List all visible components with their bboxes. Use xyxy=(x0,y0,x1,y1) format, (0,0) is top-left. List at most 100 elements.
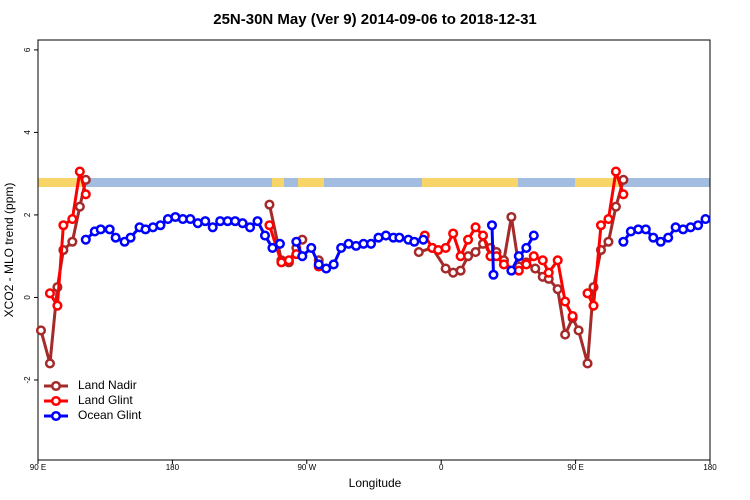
data-point xyxy=(80,189,91,200)
data-point xyxy=(595,220,607,231)
data-point xyxy=(560,296,571,307)
data-point xyxy=(506,265,517,276)
data-point xyxy=(567,310,578,322)
plot-frame xyxy=(37,39,711,461)
land-ocean-strip xyxy=(38,178,710,187)
data-point xyxy=(582,288,593,299)
data-point xyxy=(440,263,451,274)
data-point xyxy=(267,242,278,253)
chart-title: 25N-30N May (Ver 9) 2014-09-06 to 2018-1… xyxy=(213,11,537,28)
ocean-strip xyxy=(38,178,710,187)
data-point xyxy=(274,238,285,249)
data-point xyxy=(588,300,599,311)
land-strip xyxy=(38,178,86,187)
data-point xyxy=(67,236,78,247)
x-tick-label: 180 xyxy=(703,463,717,472)
x-tick-label: 90 E xyxy=(30,463,46,472)
legend-marker xyxy=(50,410,62,422)
data-point xyxy=(264,199,275,210)
data-point xyxy=(610,201,621,212)
data-point xyxy=(582,358,593,369)
data-point xyxy=(104,224,115,235)
data-point xyxy=(663,232,674,243)
data-point xyxy=(44,288,55,299)
data-point xyxy=(155,220,166,231)
data-point xyxy=(125,232,136,243)
data-point xyxy=(440,242,451,253)
y-tick-label: 0 xyxy=(23,295,32,300)
data-point xyxy=(477,230,489,241)
data-point xyxy=(455,265,466,276)
data-point xyxy=(530,263,541,274)
data-point xyxy=(365,238,377,249)
data-point xyxy=(259,230,271,241)
data-point xyxy=(640,224,651,235)
y-tick-label: 6 xyxy=(23,47,32,52)
data-point xyxy=(552,284,563,295)
data-point xyxy=(336,242,347,253)
data-point xyxy=(80,234,91,245)
legend-label: Land Nadir xyxy=(78,378,137,392)
data-point xyxy=(488,269,499,280)
data-point xyxy=(655,236,666,247)
data-point xyxy=(313,259,324,270)
data-point xyxy=(74,166,85,177)
data-point xyxy=(185,214,196,225)
data-point xyxy=(521,259,532,270)
data-point xyxy=(252,216,263,227)
y-tick-label: 4 xyxy=(23,130,32,135)
data-point xyxy=(291,236,302,247)
data-point xyxy=(413,247,424,258)
data-point xyxy=(110,232,121,243)
data-point xyxy=(603,214,614,225)
data-point xyxy=(58,220,69,231)
data-point xyxy=(448,228,459,239)
data-point xyxy=(35,325,47,336)
data-point xyxy=(537,255,548,266)
data-point xyxy=(409,236,420,247)
legend-marker xyxy=(50,380,62,392)
data-point xyxy=(700,214,711,225)
data-point xyxy=(470,222,481,233)
legend-label: Land Glint xyxy=(78,393,133,407)
land-strip xyxy=(272,178,284,187)
data-point xyxy=(528,251,539,262)
data-point xyxy=(328,259,339,270)
legend-label: Ocean Glint xyxy=(78,408,142,422)
x-tick-label: 90 E xyxy=(567,463,583,472)
data-point xyxy=(648,232,659,243)
data-point xyxy=(74,201,85,212)
data-point xyxy=(528,230,539,241)
data-point xyxy=(306,242,317,253)
legend-marker xyxy=(50,395,62,407)
data-point xyxy=(264,220,275,231)
data-point xyxy=(470,247,481,258)
y-axis-label: XCO2 - MLO trend (ppm) xyxy=(2,183,16,318)
data-point xyxy=(610,166,621,177)
data-point xyxy=(297,251,308,262)
land-strip xyxy=(422,178,518,187)
data-point xyxy=(560,329,571,340)
data-point xyxy=(552,255,563,266)
land-strip xyxy=(298,178,324,187)
series-line xyxy=(48,171,625,317)
data-point xyxy=(245,222,256,233)
data-point xyxy=(455,251,466,262)
data-point xyxy=(506,211,517,223)
data-point xyxy=(521,242,532,253)
data-point xyxy=(603,236,614,247)
data-point xyxy=(618,189,629,200)
data-point xyxy=(95,224,106,235)
data-point xyxy=(418,234,429,245)
data-point xyxy=(52,300,63,311)
y-tick-label: 2 xyxy=(23,212,32,217)
data-point xyxy=(44,358,55,369)
data-point xyxy=(207,222,218,233)
x-axis-label: Longitude xyxy=(349,476,402,490)
data-point xyxy=(200,216,211,227)
x-tick-label: 180 xyxy=(166,463,180,472)
y-tick-label: -2 xyxy=(23,376,32,384)
data-point xyxy=(321,263,332,274)
